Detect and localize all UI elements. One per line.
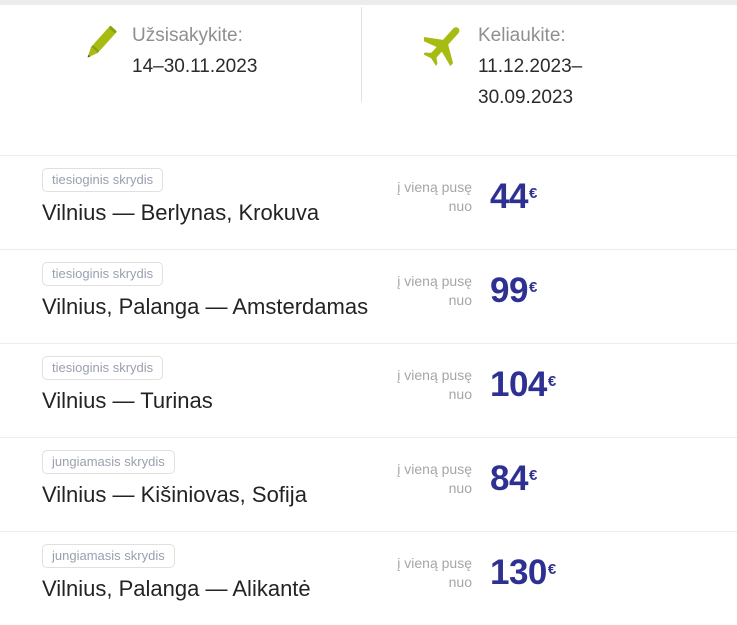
flight-type-badge: tiesioginis skrydis	[42, 168, 164, 192]
offer-route: Vilnius — Turinas	[42, 388, 213, 413]
offer-description: tiesioginis skrydis Vilnius, Palanga — A…	[42, 262, 368, 322]
offers-list: tiesioginis skrydis Vilnius — Berlynas, …	[0, 155, 737, 625]
price-amount: 104	[490, 365, 547, 404]
travel-period-value-line1: 11.12.2023–	[478, 56, 583, 77]
offer-price-note: į vieną pusę nuo	[300, 272, 472, 310]
offer-row[interactable]: jungiamasis skrydis Vilnius — Kišiniovas…	[0, 437, 737, 531]
offer-row[interactable]: tiesioginis skrydis Vilnius, Palanga — A…	[0, 249, 737, 343]
offer-description: jungiamasis skrydis Vilnius, Palanga — A…	[42, 544, 311, 604]
price-amount: 84	[490, 459, 528, 498]
booking-period-block: Užsisakykite: 14–30.11.2023	[78, 19, 257, 82]
currency-symbol: €	[528, 466, 538, 484]
travel-period-block: Keliaukite: 11.12.2023– 30.09.2023	[424, 19, 582, 113]
offer-price: 44€	[490, 176, 538, 218]
offer-route: Vilnius — Kišiniovas, Sofija	[42, 482, 307, 507]
currency-symbol: €	[528, 184, 538, 202]
booking-period-label: Užsisakykite:	[132, 25, 243, 46]
booking-period-value: 14–30.11.2023	[132, 56, 258, 77]
flight-type-badge: jungiamasis skrydis	[42, 544, 175, 568]
offer-route: Vilnius — Berlynas, Krokuva	[42, 200, 320, 225]
offer-row[interactable]: tiesioginis skrydis Vilnius — Berlynas, …	[0, 155, 737, 249]
booking-period-text: Užsisakykite: 14–30.11.2023	[122, 19, 257, 82]
pencil-icon	[78, 19, 122, 67]
one-way-label: į vieną pusę	[397, 179, 472, 195]
currency-symbol: €	[547, 372, 557, 390]
currency-symbol: €	[528, 278, 538, 296]
offer-price-note: į vieną pusę nuo	[300, 366, 472, 404]
offer-route: Vilnius, Palanga — Amsterdamas	[42, 294, 369, 319]
offer-price: 104€	[490, 364, 557, 406]
one-way-label: į vieną pusę	[397, 461, 472, 477]
travel-period-value-line2: 30.09.2023	[478, 87, 574, 108]
offer-price-note: į vieną pusę nuo	[300, 460, 472, 498]
one-way-label: į vieną pusę	[397, 273, 472, 289]
from-label: nuo	[448, 480, 472, 496]
header-column-divider	[361, 7, 362, 102]
price-amount: 99	[490, 271, 528, 310]
promo-header: Užsisakykite: 14–30.11.2023 Keliaukite: …	[0, 5, 737, 155]
flight-type-badge: jungiamasis skrydis	[42, 450, 175, 474]
offer-route: Vilnius, Palanga — Alikantė	[42, 576, 311, 601]
one-way-label: į vieną pusę	[397, 555, 472, 571]
travel-period-label: Keliaukite:	[478, 25, 566, 46]
offer-price: 99€	[490, 270, 538, 312]
from-label: nuo	[448, 292, 472, 308]
travel-period-text: Keliaukite: 11.12.2023– 30.09.2023	[468, 19, 582, 113]
offer-row[interactable]: tiesioginis skrydis Vilnius — Turinas į …	[0, 343, 737, 437]
offer-price: 84€	[490, 458, 538, 500]
offer-description: tiesioginis skrydis Vilnius — Berlynas, …	[42, 168, 319, 228]
price-amount: 130	[490, 553, 547, 592]
offer-row[interactable]: jungiamasis skrydis Vilnius, Palanga — A…	[0, 531, 737, 625]
from-label: nuo	[448, 574, 472, 590]
top-gray-strip	[0, 0, 737, 5]
airplane-icon	[424, 19, 468, 67]
flight-type-badge: tiesioginis skrydis	[42, 356, 164, 380]
flight-type-badge: tiesioginis skrydis	[42, 262, 164, 286]
price-amount: 44	[490, 177, 528, 216]
offer-price: 130€	[490, 552, 557, 594]
from-label: nuo	[448, 386, 472, 402]
offer-price-note: į vieną pusę nuo	[300, 554, 472, 592]
offer-price-note: į vieną pusę nuo	[300, 178, 472, 216]
currency-symbol: €	[547, 560, 557, 578]
from-label: nuo	[448, 198, 472, 214]
one-way-label: į vieną pusę	[397, 367, 472, 383]
offer-description: tiesioginis skrydis Vilnius — Turinas	[42, 356, 213, 416]
offer-description: jungiamasis skrydis Vilnius — Kišiniovas…	[42, 450, 307, 510]
